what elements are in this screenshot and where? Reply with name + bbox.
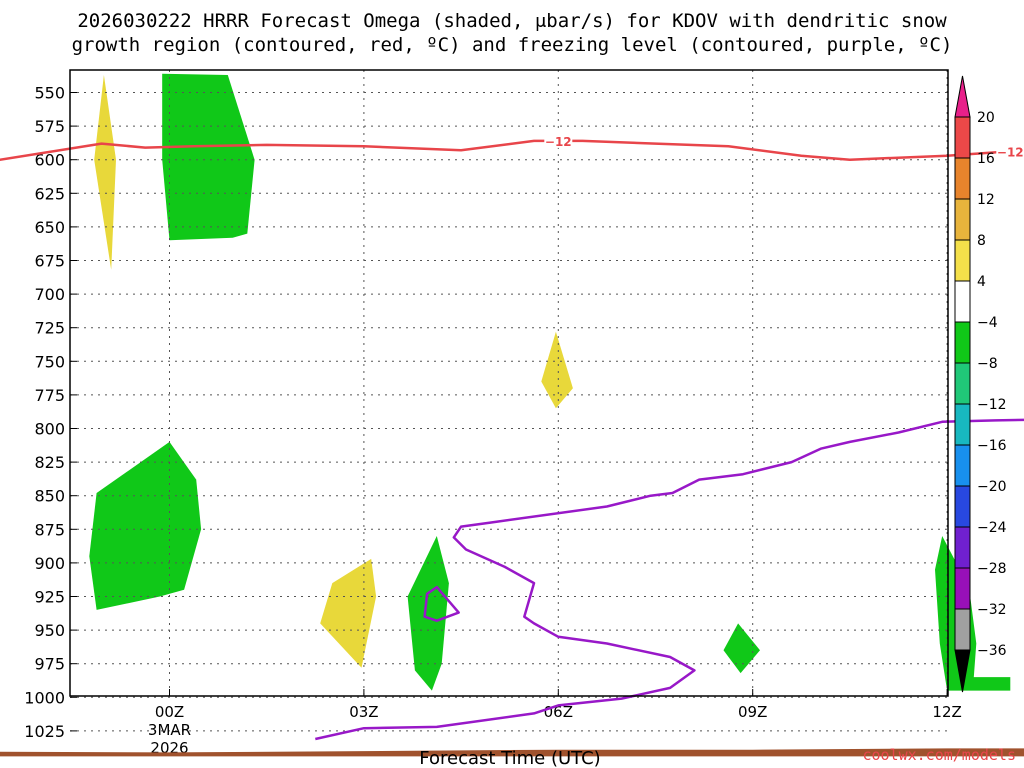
y-tick-label: 1025 <box>24 722 65 741</box>
colorbar-bin <box>954 567 971 610</box>
dgz-label: −12 <box>997 145 1024 159</box>
y-tick-label: 900 <box>34 554 65 573</box>
y-tick-label: 675 <box>34 252 65 271</box>
colorbar-bin <box>954 157 971 200</box>
y-tick-label: 775 <box>34 386 65 405</box>
y-tick-label: 800 <box>34 420 65 439</box>
colorbar-label: 4 <box>977 274 986 290</box>
colorbar-bin <box>954 198 971 241</box>
colorbar: 20 16 12 8 4 −4 −8 −12 −16 −20 −24 −28 −32 −36 <box>954 75 1007 693</box>
colorbar-bin <box>954 362 971 405</box>
colorbar-bin <box>954 608 971 651</box>
omega-region-negative <box>723 623 760 674</box>
y-tick-label: 650 <box>34 218 65 237</box>
colorbar-label: −20 <box>977 479 1007 495</box>
colorbar-label: −16 <box>977 438 1007 454</box>
dgz-label: −12 <box>545 135 572 149</box>
omega-region-negative <box>162 73 255 241</box>
colorbar-label: −32 <box>977 602 1007 618</box>
y-tick-label: 1000 <box>24 688 65 707</box>
colorbar-label: 16 <box>977 151 995 167</box>
colorbar-bin <box>954 403 971 446</box>
colorbar-bin <box>954 321 971 364</box>
x-tick-date: 3MAR <box>148 721 191 739</box>
omega-region-negative <box>89 441 202 610</box>
chart-title-line1: 2026030222 HRRR Forecast Omega (shaded, … <box>77 10 947 32</box>
freezing-level-line <box>315 418 1024 741</box>
colorbar-bin <box>954 485 971 528</box>
colorbar-bin <box>954 280 971 323</box>
x-axis-label: Forecast Time (UTC) <box>419 748 600 768</box>
y-tick-label: 575 <box>34 117 65 136</box>
colorbar-bin <box>954 526 971 569</box>
omega-region-negative <box>935 536 1011 691</box>
omega-region-positive <box>541 331 573 409</box>
y-tick-label: 925 <box>34 588 65 607</box>
colorbar-label: 8 <box>977 233 986 249</box>
y-tick-label: 700 <box>34 285 65 304</box>
credit-text: coolwx.com/models <box>862 746 1016 764</box>
y-tick-label: 875 <box>34 520 65 539</box>
dgz-label-bg <box>544 132 573 148</box>
colorbar-label: −4 <box>977 315 998 331</box>
y-tick-label: 625 <box>34 184 65 203</box>
y-tick-label: 600 <box>34 151 65 170</box>
colorbar-label: 20 <box>977 110 995 126</box>
plot-frame <box>69 69 949 697</box>
terrain-strip <box>0 748 1024 757</box>
colorbar-bin <box>954 116 971 159</box>
x-tick-label: 12Z <box>932 703 961 721</box>
colorbar-label: 12 <box>977 192 995 208</box>
x-tick-label: 00Z <box>155 703 184 721</box>
colorbar-label: −12 <box>977 397 1007 413</box>
y-tick-label: 725 <box>34 319 65 338</box>
colorbar-bottom-arrow <box>954 649 971 693</box>
dgz-label-bg <box>996 143 1024 159</box>
x-tick-label: 03Z <box>349 703 378 721</box>
omega-region-positive <box>320 558 377 668</box>
omega-region-positive <box>94 75 116 270</box>
y-tick-label: 550 <box>34 84 65 103</box>
colorbar-label: −36 <box>977 643 1007 659</box>
freezing-level-loop <box>423 585 460 622</box>
y-tick-label: 825 <box>34 453 65 472</box>
plot-area: 550 575 600 625 650 675 700 725 750 775 800 825 850 8… <box>0 69 1024 757</box>
y-tick-label: 950 <box>34 621 65 640</box>
colorbar-bin <box>954 444 971 487</box>
y-tick-label: 750 <box>34 352 65 371</box>
y-tick-label: 975 <box>34 655 65 674</box>
chart-title-line2: growth region (contoured, red, ºC) and f… <box>72 34 953 56</box>
colorbar-top-arrow <box>954 75 971 118</box>
colorbar-label: −24 <box>977 520 1007 536</box>
colorbar-bin <box>954 239 971 282</box>
x-tick-label: 09Z <box>738 703 767 721</box>
y-tick-label: 850 <box>34 487 65 506</box>
colorbar-label: −8 <box>977 356 998 372</box>
omega-region-negative <box>407 536 449 691</box>
colorbar-label: −28 <box>977 561 1007 577</box>
